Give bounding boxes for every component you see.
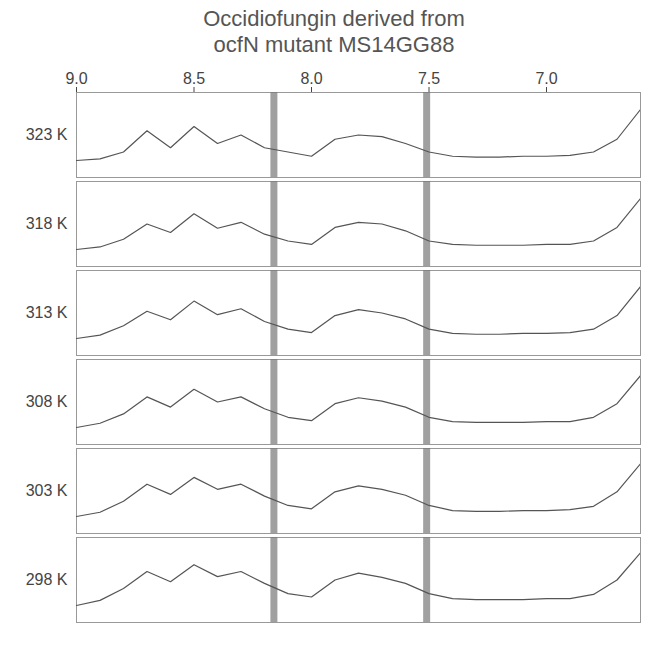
svg-text:303 K: 303 K	[26, 482, 68, 499]
svg-text:298 K: 298 K	[26, 571, 68, 588]
svg-text:308 K: 308 K	[26, 393, 68, 410]
svg-text:7.0: 7.0	[535, 70, 557, 87]
svg-text:8.0: 8.0	[300, 70, 322, 87]
svg-text:9.0: 9.0	[65, 70, 87, 87]
svg-text:7.5: 7.5	[418, 70, 440, 87]
svg-text:8.5: 8.5	[183, 70, 205, 87]
svg-text:313 K: 313 K	[26, 304, 68, 321]
html-text:Occidiofungin derived from ocf: Occidiofungin derived from ocfN mutant M…	[203, 6, 465, 57]
svg-text:318 K: 318 K	[26, 215, 68, 232]
svg-text:323 K: 323 K	[26, 126, 68, 143]
